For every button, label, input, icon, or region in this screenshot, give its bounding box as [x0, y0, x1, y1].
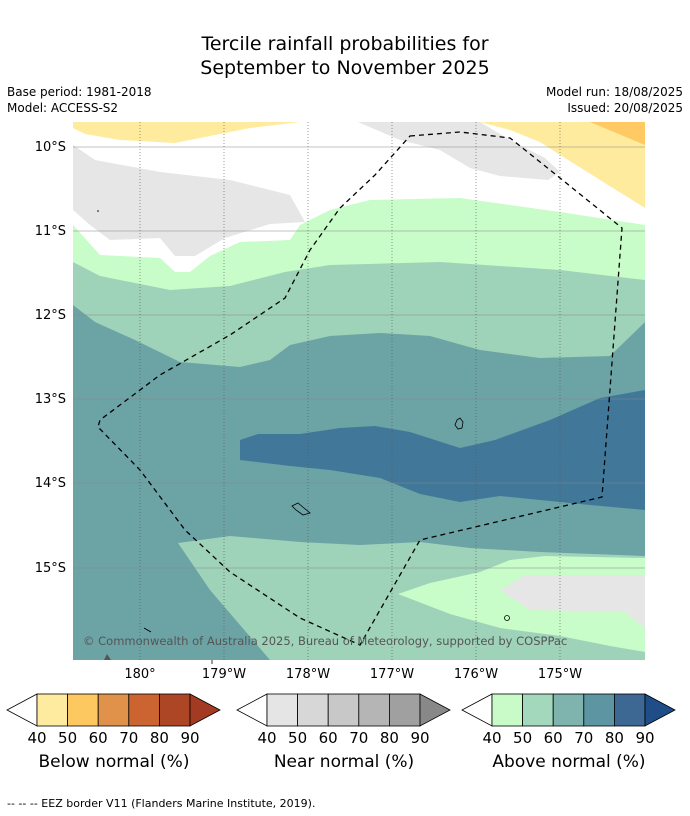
above-normal-70-core: [240, 390, 645, 510]
model-run: Model run: 18/08/2025: [545, 85, 683, 99]
longitude-labels: 180° 179°W 178°W 177°W 176°W 175°W: [124, 667, 582, 682]
legend-tick-label: 90: [410, 729, 429, 747]
below-normal-region-west: [73, 122, 300, 143]
legend-swatch: [36, 693, 69, 727]
chart-title-line2: September to November 2025: [200, 57, 490, 79]
footnote-eez: -- -- -- EEZ border V11 (Flanders Marine…: [7, 797, 316, 810]
legend-tick-label: 70: [119, 729, 138, 747]
lat-label: 11°S: [35, 224, 66, 239]
below-normal-region-east: [480, 122, 645, 208]
legend-swatch: [552, 693, 585, 727]
legend-tick-label: 90: [635, 729, 654, 747]
legend-extend-high: [419, 693, 451, 727]
above-normal-60-southwest: [73, 500, 265, 660]
legend-swatch: [388, 693, 421, 727]
near-normal-region-northeast: [358, 122, 560, 180]
model-name: Model: ACCESS-S2: [7, 101, 119, 115]
legend-tick-label: 70: [574, 729, 593, 747]
legend-swatch: [67, 693, 99, 727]
legend-tick-label: 80: [150, 729, 169, 747]
legend-tick-label: 50: [513, 729, 532, 747]
legend-extend-high: [189, 693, 221, 727]
lon-label: 180°: [124, 667, 155, 682]
legend-swatch: [128, 693, 160, 727]
gridlines: [73, 122, 645, 660]
legend-extend-low: [236, 693, 268, 727]
island-east: [454, 417, 464, 430]
lon-label: 177°W: [370, 667, 414, 682]
lat-label: 10°S: [35, 140, 66, 155]
map-fill-layers: [73, 122, 645, 660]
eez-border: [97, 131, 623, 646]
chart-title-line1: Tercile rainfall probabilities for: [201, 33, 489, 55]
legend-tick-label: 40: [257, 729, 276, 747]
legend-extend-high: [644, 693, 676, 727]
legend-tick-label: 40: [482, 729, 501, 747]
lon-label: 178°W: [286, 667, 330, 682]
copyright-text: © Commonwealth of Australia 2025, Bureau…: [83, 634, 567, 648]
lon-label: 175°W: [538, 667, 582, 682]
legend-extend-low: [461, 693, 493, 727]
legend-extend-low: [6, 693, 38, 727]
legend-swatch: [491, 693, 524, 727]
legend-tick-label: 70: [349, 729, 368, 747]
legend-title-below: Below normal (%): [38, 752, 190, 772]
base-period: Base period: 1981-2018: [7, 85, 152, 99]
island-dot: [97, 210, 99, 212]
probability-map: © Commonwealth of Australia 2025, Bureau…: [6, 122, 676, 747]
lat-label: 12°S: [35, 308, 66, 323]
latitude-labels: 10°S 11°S 12°S 13°S 14°S 15°S: [35, 140, 66, 576]
legend-swatch: [614, 693, 646, 727]
lon-label: 176°W: [454, 667, 498, 682]
legend-tick-label: 50: [58, 729, 77, 747]
issued-date: Issued: 20/08/2025: [567, 101, 683, 115]
legend-swatch: [158, 693, 191, 727]
legend-swatch: [583, 693, 615, 727]
legend-tick-label: 40: [27, 729, 46, 747]
legend-title-near: Near normal (%): [273, 752, 415, 772]
island-south: [291, 502, 311, 516]
lat-label: 15°S: [35, 561, 66, 576]
legend-tick-label: 60: [544, 729, 563, 747]
legend-title-above: Above normal (%): [492, 752, 646, 772]
legend-swatch: [97, 693, 130, 727]
lat-label: 14°S: [35, 476, 66, 491]
legend-tick-label: 60: [89, 729, 108, 747]
below-normal-50-region-east: [590, 122, 645, 145]
legend-tick-label: 90: [180, 729, 199, 747]
legend-swatch: [297, 693, 329, 727]
legend-colorbars: 40 50 60 70 80 90 40 50 60 70 80 90 40 50 60 70 80 90: [6, 693, 676, 747]
near-normal-region-south: [500, 575, 645, 628]
legend-tick-label: 60: [319, 729, 338, 747]
legend-tick-label: 50: [288, 729, 307, 747]
legend-tick-label: 80: [605, 729, 624, 747]
island-small: [504, 615, 510, 621]
legend-swatch: [358, 693, 390, 727]
lat-label: 13°S: [35, 392, 66, 407]
lon-label: 179°W: [202, 667, 246, 682]
near-normal-region-west: [73, 145, 305, 256]
legend-swatch: [522, 693, 554, 727]
legend-swatch: [266, 693, 299, 727]
legend-swatch: [327, 693, 360, 727]
legend-tick-label: 80: [380, 729, 399, 747]
island-west: [143, 627, 152, 633]
island-bottom: [104, 654, 111, 660]
